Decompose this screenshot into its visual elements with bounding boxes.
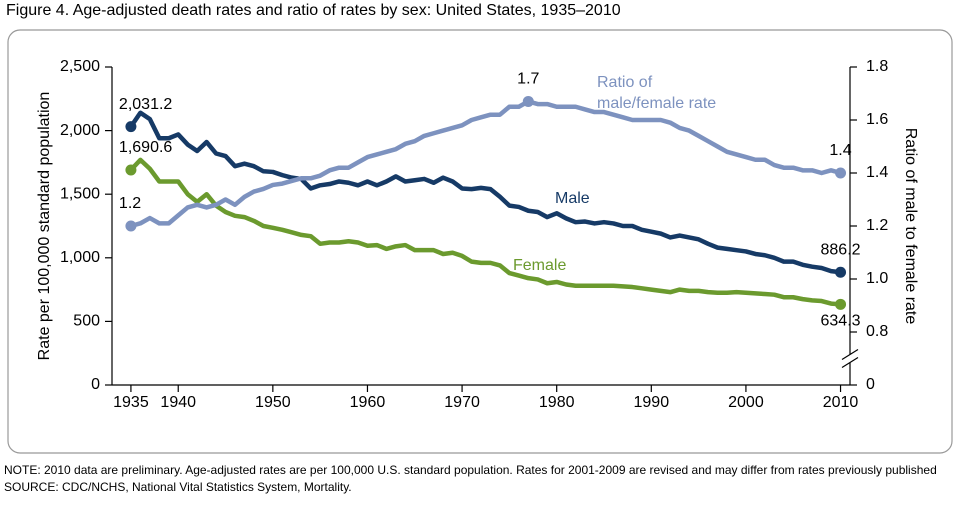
y2-axis-title: Ratio of male to female rate xyxy=(902,128,919,325)
point-marker xyxy=(522,95,534,107)
data-label: 886.2 xyxy=(821,241,861,258)
footnotes: NOTE: 2010 data are preliminary. Age-adj… xyxy=(4,462,954,496)
x-tick-label: 1935 xyxy=(113,394,149,411)
line-0 xyxy=(129,110,841,275)
chart-frame xyxy=(7,29,953,454)
y-tick-label: 2,000 xyxy=(60,122,100,139)
point-marker xyxy=(125,220,137,232)
x-tick-label: 1950 xyxy=(255,394,291,411)
y-axis-title: Rate per 100,000 standard population xyxy=(36,92,53,361)
line-2 xyxy=(130,99,842,229)
x-tick-label: 1960 xyxy=(350,394,386,411)
line-1 xyxy=(129,157,841,307)
y2-tick-label: 1.8 xyxy=(866,58,888,75)
x-tick-label: 2000 xyxy=(728,394,764,411)
data-label: 1.4 xyxy=(829,142,851,159)
y2-tick-label: 1.6 xyxy=(866,111,888,128)
male-series-label: Male xyxy=(555,190,590,207)
point-marker xyxy=(835,167,847,179)
y-tick-label: 500 xyxy=(73,313,100,330)
y2-tick-label: 0 xyxy=(866,376,875,393)
data-label: 1.2 xyxy=(119,195,141,212)
y-tick-label: 0 xyxy=(91,376,100,393)
x-tick-label: 2010 xyxy=(823,394,859,411)
x-tick-label: 1980 xyxy=(539,394,575,411)
data-label: 634.3 xyxy=(821,313,861,330)
point-marker xyxy=(125,121,137,133)
point-marker xyxy=(835,266,847,278)
data-label: 1,690.6 xyxy=(119,139,172,156)
y2-tick-label: 1.4 xyxy=(866,164,888,181)
axis-break xyxy=(841,356,859,369)
source: SOURCE: CDC/NCHS, National Vital Statist… xyxy=(4,480,352,494)
y2-tick-label: 1.0 xyxy=(866,270,888,287)
ratio-series-label: Ratio of male/female rate xyxy=(597,74,717,112)
axis-break xyxy=(841,348,859,361)
point-marker xyxy=(835,298,847,310)
female-series-label: Female xyxy=(513,257,566,274)
x-tick-label: 1990 xyxy=(634,394,670,411)
y2-tick-label: 1.2 xyxy=(866,217,888,234)
data-label: 2,031.2 xyxy=(119,96,172,113)
note: NOTE: 2010 data are preliminary. Age-adj… xyxy=(4,463,937,477)
point-marker xyxy=(125,164,137,176)
y-tick-label: 2,500 xyxy=(60,58,100,75)
x-tick-label: 1970 xyxy=(444,394,480,411)
data-label: 1.7 xyxy=(517,71,539,88)
y2-tick-label: 0.8 xyxy=(866,323,888,340)
y-tick-label: 1,500 xyxy=(60,185,100,202)
y-tick-label: 1,000 xyxy=(60,249,100,266)
chart-title: Figure 4. Age-adjusted death rates and r… xyxy=(6,2,621,19)
x-tick-label: 1940 xyxy=(160,394,196,411)
